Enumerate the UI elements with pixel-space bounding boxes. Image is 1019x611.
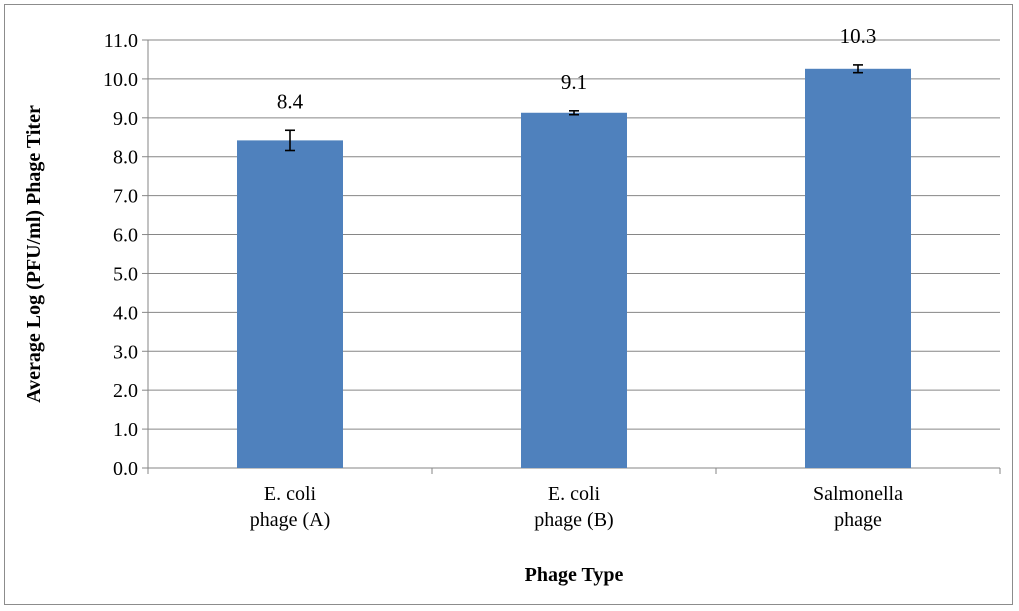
bar xyxy=(521,112,627,468)
y-tick-label: 11.0 xyxy=(104,30,138,52)
y-axis-title: Average Log (PFU/ml) Phage Titer xyxy=(23,105,45,403)
error-bar xyxy=(569,110,579,116)
error-bar xyxy=(285,129,295,152)
x-axis-title: Phage Type xyxy=(525,564,624,586)
data-label: 9.1 xyxy=(561,70,587,94)
y-tick-label: 9.0 xyxy=(113,108,138,130)
x-tick-label: phage (A) xyxy=(250,509,331,531)
x-tick-label: Salmonella xyxy=(813,483,903,505)
x-tick-labels: E. coli phage (A) E. coli phage (B) Salmonel… xyxy=(250,483,903,531)
y-tick-label: 5.0 xyxy=(113,263,138,285)
y-tick-label: 6.0 xyxy=(113,225,138,247)
y-tick-label: 3.0 xyxy=(113,341,138,363)
x-tick-label: phage xyxy=(834,509,882,531)
y-tick-label: 8.0 xyxy=(113,147,138,169)
x-tick-label: E. coli xyxy=(548,483,601,505)
y-tick-label: 0.0 xyxy=(113,458,138,480)
data-label: 8.4 xyxy=(277,89,304,113)
y-tick-label: 7.0 xyxy=(113,186,138,208)
error-bars xyxy=(285,64,863,152)
y-tick-label: 2.0 xyxy=(113,380,138,402)
bars xyxy=(237,68,911,469)
bar xyxy=(805,68,911,468)
x-tick-label: phage (B) xyxy=(534,509,613,531)
data-label: 10.3 xyxy=(840,24,877,48)
y-tick-label: 10.0 xyxy=(103,69,138,91)
bar xyxy=(237,140,343,469)
data-labels: 8.4 9.1 10.3 xyxy=(277,24,877,113)
y-tick-label: 1.0 xyxy=(113,419,138,441)
error-bar xyxy=(853,64,863,74)
y-tick-labels: 0.0 1.0 2.0 3.0 4.0 5.0 6.0 7.0 8.0 9.0 10.0 11.0 xyxy=(103,30,138,480)
y-tick-label: 4.0 xyxy=(113,302,138,324)
x-tick-label: E. coli xyxy=(264,483,317,505)
